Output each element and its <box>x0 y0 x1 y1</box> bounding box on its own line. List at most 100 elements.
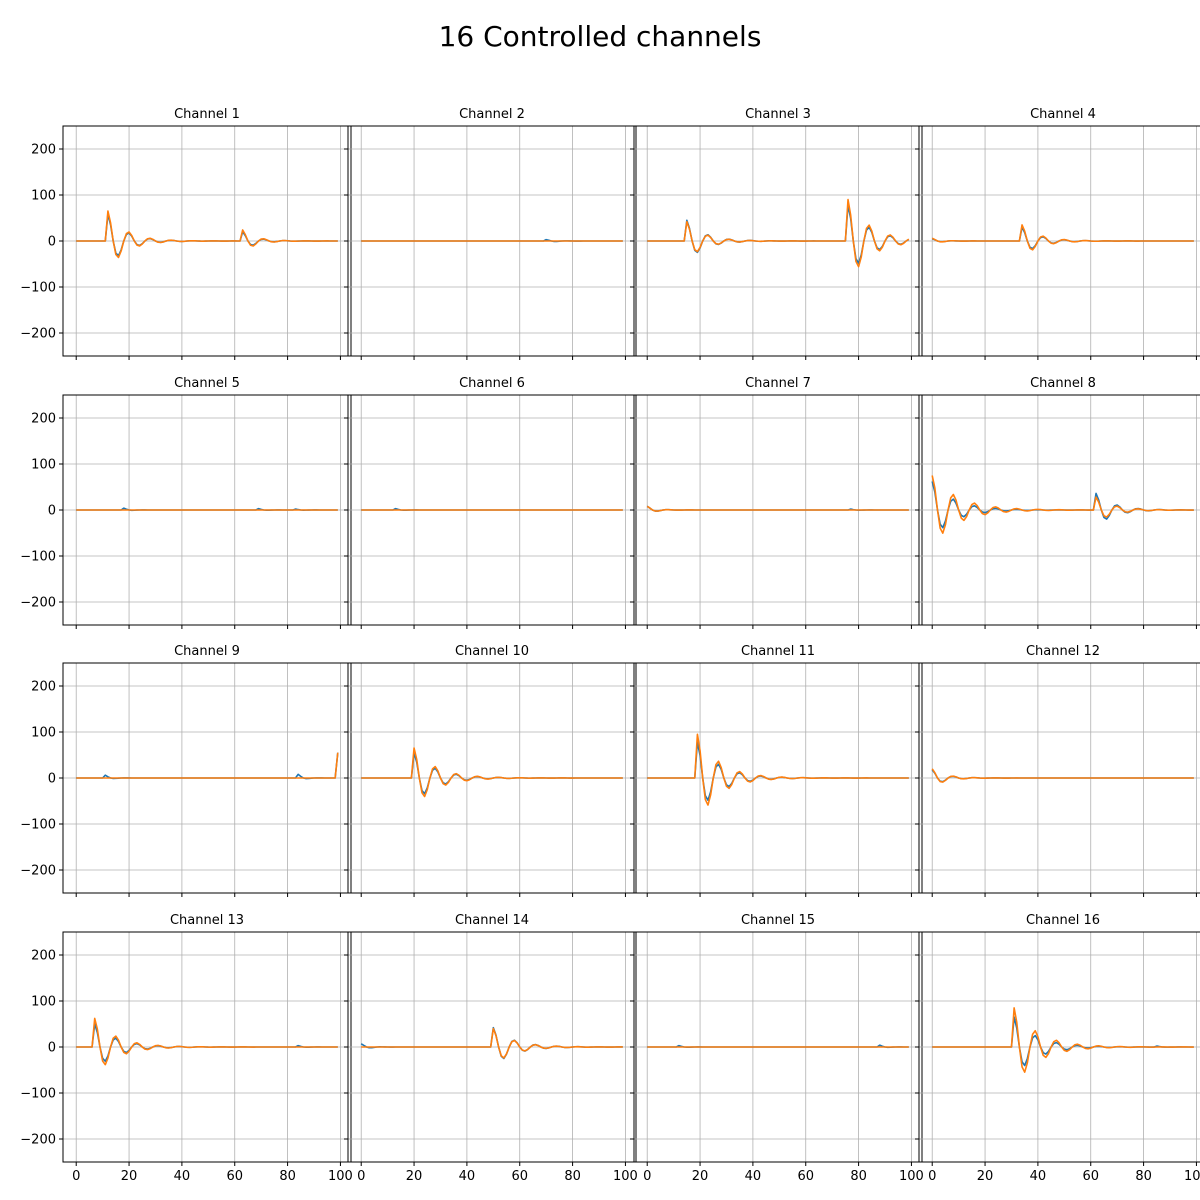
series-blue-line <box>361 751 623 795</box>
series-orange-line <box>76 1017 338 1066</box>
x-tick-label: 80 <box>1135 1169 1152 1184</box>
x-tick-label: 40 <box>1030 1169 1047 1184</box>
panel-title: Channel 10 <box>455 644 529 659</box>
series-blue-line <box>76 1023 338 1063</box>
panel-channel-4: Channel 4 <box>915 107 1200 360</box>
x-tick-label: 60 <box>226 1169 243 1184</box>
x-tick-label: 0 <box>928 1169 936 1184</box>
series-blue-line <box>931 769 1194 783</box>
y-tick-label: −100 <box>20 1087 56 1102</box>
series-blue-line <box>76 752 339 780</box>
y-tick-label: 200 <box>31 949 56 964</box>
panel-channel-12: Channel 12 <box>915 644 1200 897</box>
x-tick-label: 40 <box>459 1169 476 1184</box>
x-tick-label: 20 <box>977 1169 994 1184</box>
x-tick-label: 80 <box>279 1169 296 1184</box>
x-tick-label: 100 <box>328 1169 353 1184</box>
series-blue-line <box>647 204 910 265</box>
panel-channel-7: Channel 7 <box>630 376 923 629</box>
series-blue-line <box>932 1016 1194 1067</box>
panel-channel-6: Channel 6 <box>344 376 637 629</box>
x-tick-label: 100 <box>1184 1169 1200 1184</box>
x-tick-label: 40 <box>174 1169 191 1184</box>
x-tick-label: 20 <box>121 1169 138 1184</box>
panel-title: Channel 14 <box>455 913 529 928</box>
panel-title: Channel 8 <box>1030 376 1096 391</box>
panel-title: Channel 1 <box>174 107 240 122</box>
panel-channel-8: Channel 8 <box>915 376 1200 629</box>
panel-channel-5: Channel 5 −200 −100 0 100 200 <box>20 376 352 629</box>
x-tick-label: 0 <box>357 1169 365 1184</box>
panel-title: Channel 3 <box>745 107 811 122</box>
x-tick-label: 100 <box>899 1169 924 1184</box>
y-tick-label: 100 <box>31 458 56 473</box>
panel-channel-13: Channel 13 0 20 40 60 80 100 −200 −100 0 100 200 <box>20 913 353 1184</box>
y-tick-label: 200 <box>31 680 56 695</box>
panel-channel-15: Channel 15 0 20 40 60 80 100 <box>630 913 924 1184</box>
series-orange-line <box>931 224 1194 251</box>
y-tick-label: 0 <box>48 772 56 787</box>
series-orange-line <box>646 505 909 512</box>
panel-title: Channel 16 <box>1026 913 1100 928</box>
y-tick-label: 0 <box>48 1041 56 1056</box>
figure-title: 16 Controlled channels <box>439 20 762 53</box>
y-tick-label: 200 <box>31 143 56 158</box>
x-tick-label: 60 <box>511 1169 528 1184</box>
x-tick-label: 60 <box>1082 1169 1099 1184</box>
panel-channel-3: Channel 3 <box>630 107 923 360</box>
y-tick-label: 100 <box>31 726 56 741</box>
x-tick-label: 80 <box>850 1169 867 1184</box>
series-orange-line <box>931 475 1194 534</box>
series-orange-line <box>361 747 623 798</box>
x-tick-label: 80 <box>564 1169 581 1184</box>
x-tick-label: 20 <box>692 1169 709 1184</box>
panel-title: Channel 12 <box>1026 644 1100 659</box>
panel-title: Channel 13 <box>170 913 244 928</box>
y-tick-label: −200 <box>20 596 56 611</box>
panel-title: Channel 11 <box>741 644 815 659</box>
y-tick-label: −100 <box>20 818 56 833</box>
panel-channel-1: Channel 1 −200 −100 0 100 200 <box>20 107 352 360</box>
x-tick-label: 0 <box>643 1169 651 1184</box>
series-orange-line <box>76 752 339 779</box>
x-tick-label: 60 <box>797 1169 814 1184</box>
panel-title: Channel 15 <box>741 913 815 928</box>
panel-channel-16: Channel 16 0 20 40 60 80 100 <box>915 913 1200 1184</box>
panel-channel-11: Channel 11 <box>630 644 923 897</box>
panel-title: Channel 5 <box>174 376 240 391</box>
x-tick-label: 20 <box>406 1169 423 1184</box>
y-tick-label: 100 <box>31 189 56 204</box>
series-blue-line <box>931 226 1194 250</box>
series-orange-line <box>647 198 910 268</box>
y-tick-label: 200 <box>31 412 56 427</box>
panel-channel-9: Channel 9 −200 −100 0 100 200 <box>20 644 352 897</box>
x-tick-label: 100 <box>613 1169 638 1184</box>
panel-channel-10: Channel 10 <box>344 644 637 897</box>
y-tick-label: −200 <box>20 1133 56 1148</box>
x-tick-label: 0 <box>72 1169 80 1184</box>
y-tick-label: −200 <box>20 327 56 342</box>
series-orange-line <box>932 1007 1194 1073</box>
panel-title: Channel 2 <box>459 107 525 122</box>
series-orange-line <box>76 210 338 259</box>
y-tick-label: −200 <box>20 864 56 879</box>
series-orange-line <box>647 733 909 806</box>
panel-title: Channel 7 <box>745 376 811 391</box>
y-tick-label: 0 <box>48 504 56 519</box>
panel-title: Channel 9 <box>174 644 240 659</box>
panel-channel-2: Channel 2 <box>344 107 637 360</box>
y-tick-label: −100 <box>20 550 56 565</box>
y-tick-label: 0 <box>48 235 56 250</box>
x-tick-label: 40 <box>745 1169 762 1184</box>
series-orange-line <box>361 1027 623 1059</box>
y-tick-label: −100 <box>20 281 56 296</box>
panel-title: Channel 4 <box>1030 107 1096 122</box>
panel-title: Channel 6 <box>459 376 525 391</box>
series-blue-line <box>647 741 909 802</box>
series-orange-line <box>931 768 1194 783</box>
panel-channel-14: Channel 14 0 20 40 60 80 100 <box>344 913 638 1184</box>
y-tick-label: 100 <box>31 995 56 1010</box>
